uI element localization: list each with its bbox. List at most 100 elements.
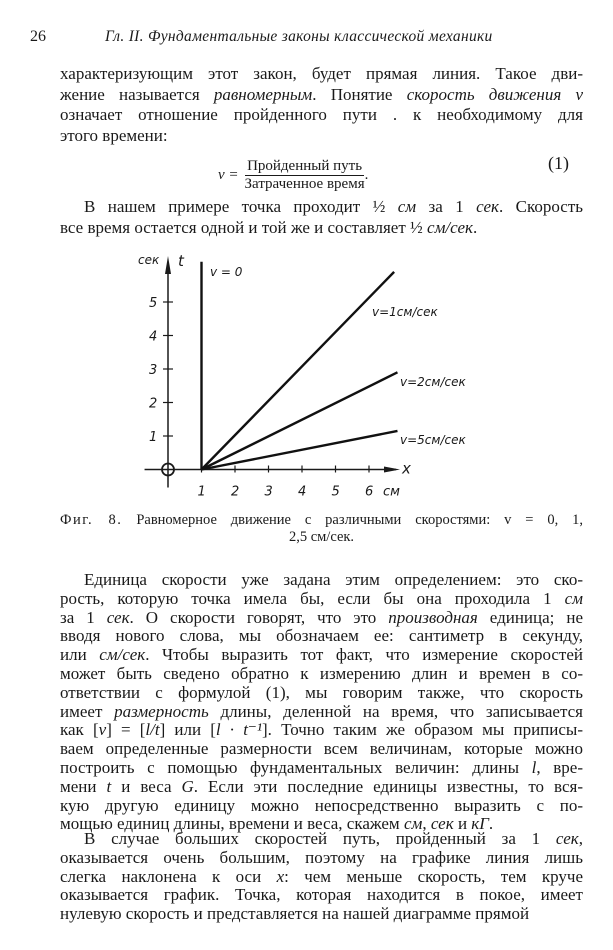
text-line: оказывается график. Точка, которая наход… — [60, 885, 583, 905]
text-line: этого времени: — [60, 126, 583, 146]
text: характеризующим этот закон, будет прямая… — [60, 64, 583, 83]
italic-text: сек — [430, 814, 454, 834]
text: и — [453, 814, 472, 834]
x-tick-label: 3 — [265, 485, 273, 500]
italic-text: t — [106, 776, 112, 796]
formula-1: v = Пройденный путь Затраченное время . — [218, 158, 368, 193]
text-line: слегка наклонена к оси x: чем меньше ско… — [60, 867, 583, 887]
text-line: может быть сведено обратно к измерению д… — [60, 664, 583, 684]
italic-text: см/сек — [99, 645, 146, 665]
series-line — [201, 429, 398, 471]
text-line: мощью единиц длины, времени и веса, скаж… — [60, 814, 583, 834]
running-title: Гл. II. Фундаментальные законы классичес… — [105, 28, 493, 45]
italic-text: l/t — [145, 720, 160, 740]
y-tick-label: 4 — [149, 330, 157, 345]
text: или — [60, 645, 100, 665]
text: кую другую единицу можно непосредственно… — [60, 795, 583, 815]
y-tick-label: 5 — [149, 296, 157, 311]
italic-text: размерность — [114, 701, 209, 721]
text: построить с помощью фундаментальных вели… — [60, 758, 532, 777]
text: мени — [60, 776, 107, 796]
text: В нашем примере точка проходит — [84, 197, 373, 216]
text: жение называется — [60, 84, 214, 104]
text: . — [472, 218, 478, 237]
x-tick-label: 5 — [332, 485, 340, 500]
italic-text: G — [181, 776, 194, 796]
text: как [ — [60, 720, 99, 740]
text: ½ — [410, 218, 428, 237]
figure-8-chart: 1 2 3 4 5 6 1 2 3 4 5 смx t сек v = 0 v=1см/сек v=2см/се… — [138, 252, 466, 500]
y-tick-label: 2 — [149, 397, 157, 412]
text: . Чтобы выразить тот факт, что измерение… — [145, 645, 583, 665]
text-line: рость, которую точка имела бы, если бы о… — [60, 589, 583, 609]
italic-text: x — [276, 866, 285, 886]
y-unit-label: сек — [138, 253, 160, 267]
text-line: характеризующим этот закон, будет прямая… — [60, 64, 583, 84]
y-tick-label: 1 — [149, 430, 157, 445]
text: , вре- — [536, 758, 584, 777]
text-line: оказывается очень большим, поэтому на гр… — [60, 848, 583, 868]
text: . Скорость — [498, 197, 584, 216]
figure-caption-text: Равномерное движение с различными скорос… — [136, 512, 584, 528]
series-line — [200, 271, 395, 471]
text: длины, деленной на время, что записывает… — [208, 701, 583, 721]
text: за 1 — [416, 197, 477, 216]
text: единица; не — [477, 607, 583, 627]
italic-text: см/сек — [427, 218, 473, 237]
y-axis-label: t — [178, 252, 185, 270]
text: Единица скорости уже задана этим определ… — [84, 570, 583, 589]
italic-text: см — [403, 814, 423, 834]
text: оказывается очень большим, поэтому на гр… — [60, 847, 583, 867]
x-axis-label: x — [401, 460, 411, 478]
text-line: как [v] = [l/t] или [l · t⁻¹]. Точно так… — [60, 720, 583, 740]
text-line: кую другую единицу можно непосредственно… — [60, 796, 583, 816]
x-tick-label: 6 — [365, 485, 373, 500]
series-label: v=2см/сек — [400, 375, 466, 389]
origin-circle — [161, 462, 175, 477]
italic-text: l — [531, 758, 537, 777]
equation-number: (1) — [548, 153, 569, 173]
text: рость, которую точка имела бы, если бы о… — [60, 588, 565, 608]
italic-text: сек — [476, 197, 499, 216]
x-tick-label: 1 — [198, 485, 206, 500]
series-line — [200, 371, 399, 471]
text: оказывается график. Точка, которая наход… — [60, 885, 583, 905]
text: . Понятие — [312, 84, 407, 104]
text-line: за 1 сек. О скорости говорят, что это пр… — [60, 608, 583, 628]
text-line: имеет размерность длины, деленной на вре… — [60, 702, 583, 722]
italic-text: кГ — [471, 814, 489, 834]
text-line: нулевую скорость и представляется на наш… — [60, 904, 583, 924]
text: В случае больших скоростей путь, пройден… — [84, 829, 556, 848]
text: . О скорости говорят, что это — [129, 607, 389, 627]
text-line: означает отношение пройденного пути . к … — [60, 105, 583, 125]
text: ½ — [372, 197, 398, 216]
italic-text: скорость движения v — [406, 84, 583, 104]
text: нулевую скорость и представляется на наш… — [60, 904, 530, 924]
x-axis-arrow-icon — [384, 466, 400, 473]
text-line: жение называется равномерным. Понятие ск… — [60, 85, 583, 105]
text-line: мени t и веса G. Если эти последние един… — [60, 777, 583, 797]
italic-text: l · t⁻¹ — [215, 720, 263, 740]
x-tick-label: 4 — [298, 485, 306, 500]
text-line: все время остается одной и той же и сост… — [60, 218, 583, 238]
italic-text: сек — [555, 829, 579, 848]
text: имеет — [60, 701, 115, 721]
formula-trailing: . — [364, 167, 369, 183]
text: вводя нового слова, мы обозначаем ее: са… — [60, 626, 583, 646]
text-line: ответствии с формулой (1), мы говорим та… — [60, 683, 583, 703]
series-label: v = 0 — [210, 265, 243, 279]
text: все время остается одной и той же и сост… — [60, 218, 411, 237]
italic-text: см — [397, 197, 417, 216]
text: слегка наклонена к оси — [60, 866, 277, 886]
italic-text: сек — [106, 607, 130, 627]
text: этого времени: — [60, 125, 168, 145]
text: ответствии с формулой (1), мы говорим та… — [60, 682, 583, 702]
figure-caption-label: Фиг. 8. — [60, 512, 123, 528]
text: мощью единиц длины, времени и веса, скаж… — [60, 814, 404, 834]
text: ]. Точно таким же образом мы приписы- — [262, 720, 583, 740]
formula-lhs: v = — [218, 167, 239, 183]
text: ] или [ — [159, 720, 216, 740]
text: и веса — [111, 776, 182, 796]
text: за 1 — [60, 607, 107, 627]
text: , — [578, 829, 583, 848]
